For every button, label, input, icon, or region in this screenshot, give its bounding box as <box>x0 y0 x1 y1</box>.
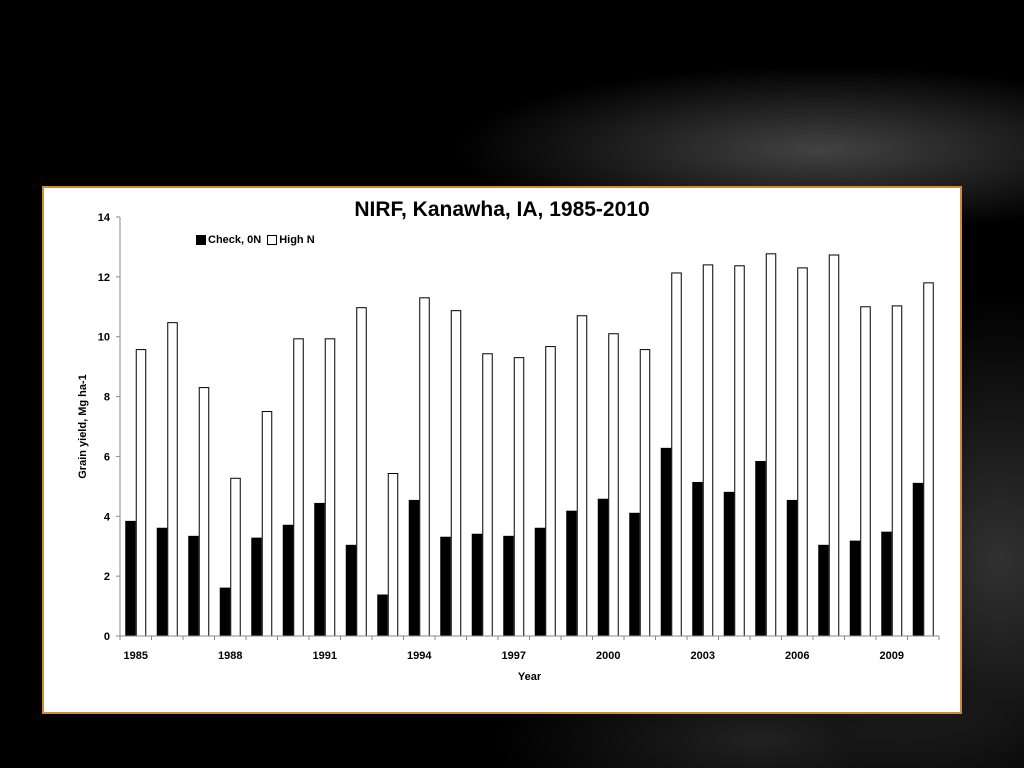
chart-frame: NIRF, Kanawha, IA, 1985-2010 Check, 0N H… <box>42 186 962 714</box>
bar-high-n <box>419 297 430 637</box>
x-tick-label: 1985 <box>124 650 148 662</box>
bar-high-n <box>324 338 336 637</box>
x-tick-label: 2006 <box>785 650 809 662</box>
x-axis-title: Year <box>518 671 542 683</box>
bar-high-n <box>860 306 871 637</box>
chart-title: NIRF, Kanawha, IA, 1985-2010 <box>354 198 650 221</box>
bar-high-n <box>923 282 934 637</box>
bar-check-0n <box>818 544 829 637</box>
bar-high-n <box>702 264 714 637</box>
bar-check-0n <box>534 527 546 637</box>
bar-check-0n <box>314 502 325 637</box>
bar-high-n <box>167 322 178 637</box>
y-tick-label: 12 <box>98 272 110 284</box>
y-tick-label: 10 <box>98 332 110 344</box>
bar-check-0n <box>125 520 136 637</box>
bar-chart: 0 2 4 6 8 10 12 14 1985 1988 1991 1994 1997 2000 2003… <box>77 212 940 683</box>
bar-check-0n <box>377 594 388 637</box>
bar-check-0n <box>188 535 199 637</box>
x-tick-label: 2000 <box>596 650 620 662</box>
legend-label-high-n: High N <box>279 234 315 246</box>
legend-swatch-check <box>196 235 206 245</box>
bar-check-0n <box>786 499 798 637</box>
bar-high-n <box>639 349 651 637</box>
bar-high-n <box>482 353 493 637</box>
bar-high-n <box>450 310 462 637</box>
bar-high-n <box>576 315 588 637</box>
bar-high-n <box>356 307 367 637</box>
bar-check-0n <box>912 482 924 637</box>
bar-check-0n <box>408 499 420 637</box>
bar-high-n <box>828 254 840 637</box>
bar-check-0n <box>219 587 231 637</box>
bar-check-0n <box>660 447 672 637</box>
legend-label-check: Check, 0N <box>208 234 262 246</box>
bar-check-0n <box>282 524 294 637</box>
x-tick-label: 2009 <box>880 650 904 662</box>
bar-high-n <box>734 265 745 637</box>
legend-item-check: Check, 0N <box>196 234 261 246</box>
bar-high-n <box>293 338 304 637</box>
bars <box>125 253 934 637</box>
legend-swatch-high-n <box>267 235 278 245</box>
bar-high-n <box>230 477 241 637</box>
bar-high-n <box>797 267 808 637</box>
bar-check-0n <box>156 527 168 637</box>
x-tick-label: 1997 <box>502 650 526 662</box>
x-tick-label: 1991 <box>313 650 337 662</box>
bar-check-0n <box>755 461 766 637</box>
y-tick-label: 14 <box>98 212 111 224</box>
x-tick-label: 1988 <box>218 650 242 662</box>
bar-high-n <box>545 346 556 637</box>
bar-high-n <box>765 253 777 637</box>
y-tick-label: 2 <box>104 571 110 583</box>
bar-check-0n <box>723 491 735 637</box>
bar-check-0n <box>881 531 892 637</box>
x-tick-label: 1994 <box>407 650 432 662</box>
y-axis-ticks: 0 2 4 6 8 10 12 14 <box>98 212 120 643</box>
bar-high-n <box>261 411 273 637</box>
bar-high-n <box>671 272 682 637</box>
bar-check-0n <box>629 512 640 637</box>
bar-high-n <box>891 305 903 637</box>
bar-check-0n <box>692 481 703 637</box>
bar-high-n <box>387 472 399 637</box>
y-tick-label: 0 <box>104 631 110 643</box>
bar-check-0n <box>251 537 262 637</box>
x-tick-label: 2003 <box>691 650 715 662</box>
y-axis-title: Grain yield, Mg ha-1 <box>77 374 89 479</box>
y-tick-label: 4 <box>104 511 111 523</box>
x-axis-ticks: 1985 1988 1991 1994 1997 2000 2003 2006 2009 <box>119 636 940 662</box>
bar-check-0n <box>597 498 609 637</box>
y-tick-label: 8 <box>104 392 110 404</box>
bar-check-0n <box>440 536 451 637</box>
bar-high-n <box>135 349 147 637</box>
bar-high-n <box>513 357 525 637</box>
bar-check-0n <box>345 544 357 637</box>
y-tick-label: 6 <box>104 451 110 463</box>
bar-high-n <box>608 333 619 637</box>
bar-check-0n <box>566 510 577 637</box>
bar-check-0n <box>503 535 514 637</box>
legend-item-high-n: High N <box>267 234 315 246</box>
legend: Check, 0N High N <box>196 234 315 246</box>
bar-check-0n <box>849 540 861 637</box>
bar-check-0n <box>471 533 483 637</box>
bar-high-n <box>198 387 210 637</box>
